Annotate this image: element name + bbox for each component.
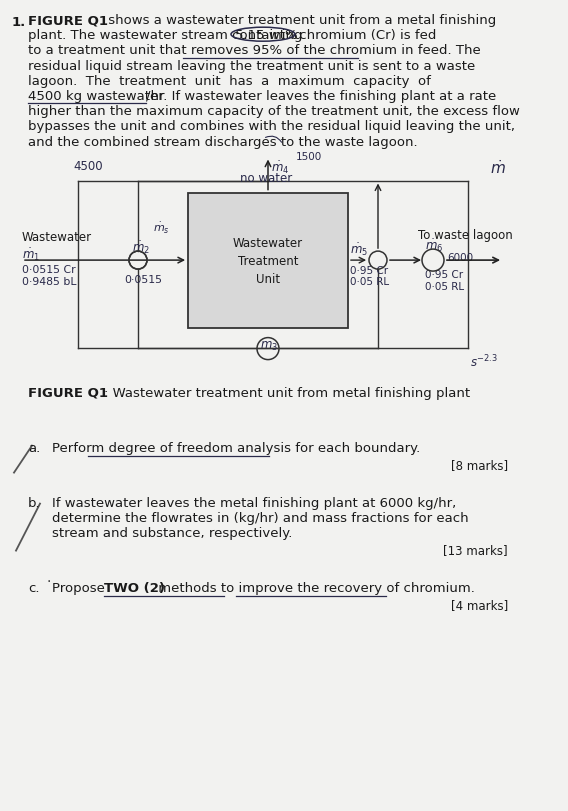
Text: b.: b. — [28, 496, 41, 509]
Text: 1500: 1500 — [296, 152, 322, 161]
Text: ·: · — [46, 574, 51, 588]
Text: plant. The wastewater stream containing: plant. The wastewater stream containing — [28, 29, 307, 42]
Bar — [188, 193, 348, 328]
Text: $\dot{m}_4$: $\dot{m}_4$ — [271, 160, 289, 176]
Text: $\dot{m}_1$: $\dot{m}_1$ — [22, 246, 40, 262]
Text: c.: c. — [28, 581, 40, 594]
Text: shows a wastewater treatment unit from a metal finishing: shows a wastewater treatment unit from a… — [104, 14, 496, 27]
Text: [8 marks]: [8 marks] — [451, 458, 508, 471]
Text: Treatment: Treatment — [238, 255, 298, 268]
Text: methods to improve the recovery of chromium.: methods to improve the recovery of chrom… — [154, 581, 475, 594]
Text: 0·05 RL: 0·05 RL — [350, 277, 389, 287]
Text: 0·95 Cr: 0·95 Cr — [350, 266, 388, 276]
Text: [4 marks]: [4 marks] — [451, 598, 508, 611]
Text: $\dot{m}_3$: $\dot{m}_3$ — [260, 336, 278, 353]
Text: residual liquid stream leaving the treatment unit is sent to a waste: residual liquid stream leaving the treat… — [28, 59, 475, 72]
Text: $\dot{m}_s$: $\dot{m}_s$ — [153, 221, 170, 236]
Text: $s^{-2.3}$: $s^{-2.3}$ — [470, 353, 498, 370]
Text: TWO (2): TWO (2) — [104, 581, 165, 594]
Text: 0·95 Cr: 0·95 Cr — [425, 270, 463, 280]
Text: 4500: 4500 — [73, 160, 103, 173]
Text: a.: a. — [28, 441, 40, 454]
Text: no water: no water — [240, 171, 293, 184]
Text: 5.15 wt%: 5.15 wt% — [235, 29, 298, 42]
Text: 0·0515 Cr: 0·0515 Cr — [22, 264, 76, 275]
Text: FIGURE Q1: FIGURE Q1 — [28, 386, 108, 399]
Text: 0·9485 bL: 0·9485 bL — [22, 277, 77, 287]
Text: $\dot{m}$: $\dot{m}$ — [490, 158, 506, 176]
Text: stream and substance, respectively.: stream and substance, respectively. — [52, 526, 293, 539]
Text: 6000: 6000 — [447, 253, 473, 263]
Text: 1.: 1. — [12, 16, 26, 29]
Text: [13 marks]: [13 marks] — [444, 543, 508, 556]
Text: lagoon.  The  treatment  unit  has  a  maximum  capacity  of: lagoon. The treatment unit has a maximum… — [28, 75, 431, 88]
Text: $\dot{m}_5$: $\dot{m}_5$ — [350, 241, 368, 257]
Text: 0·0515: 0·0515 — [124, 275, 162, 285]
Text: and the combined stream discharges to the waste lagoon.: and the combined stream discharges to th… — [28, 135, 417, 148]
Text: Wastewater: Wastewater — [233, 236, 303, 249]
Text: Unit: Unit — [256, 272, 280, 285]
Text: determine the flowrates in (kg/hr) and mass fractions for each: determine the flowrates in (kg/hr) and m… — [52, 511, 469, 524]
Text: If wastewater leaves the metal finishing plant at 6000 kg/hr,: If wastewater leaves the metal finishing… — [52, 496, 456, 509]
Text: $\dot{m}_2$: $\dot{m}_2$ — [132, 238, 150, 255]
Text: bypasses the unit and combines with the residual liquid leaving the unit,: bypasses the unit and combines with the … — [28, 120, 515, 133]
Text: : Wastewater treatment unit from metal finishing plant: : Wastewater treatment unit from metal f… — [104, 386, 470, 399]
Text: chromium (Cr) is fed: chromium (Cr) is fed — [295, 29, 436, 42]
Text: To waste lagoon: To waste lagoon — [418, 229, 513, 242]
Text: higher than the maximum capacity of the treatment unit, the excess flow: higher than the maximum capacity of the … — [28, 105, 520, 118]
Text: Perform degree of freedom analysis for each boundary.: Perform degree of freedom analysis for e… — [52, 441, 420, 454]
Text: 0·05 RL: 0·05 RL — [425, 281, 464, 292]
Text: FIGURE Q1: FIGURE Q1 — [28, 14, 108, 27]
Text: $\dot{m}_6$: $\dot{m}_6$ — [425, 237, 443, 253]
Text: to a treatment unit that removes 95% of the chromium in feed. The: to a treatment unit that removes 95% of … — [28, 45, 481, 58]
Text: Propose: Propose — [52, 581, 109, 594]
Text: 4500 kg wastewater: 4500 kg wastewater — [28, 90, 164, 103]
Text: Wastewater: Wastewater — [22, 231, 92, 244]
Text: /hr. If wastewater leaves the finishing plant at a rate: /hr. If wastewater leaves the finishing … — [146, 90, 496, 103]
